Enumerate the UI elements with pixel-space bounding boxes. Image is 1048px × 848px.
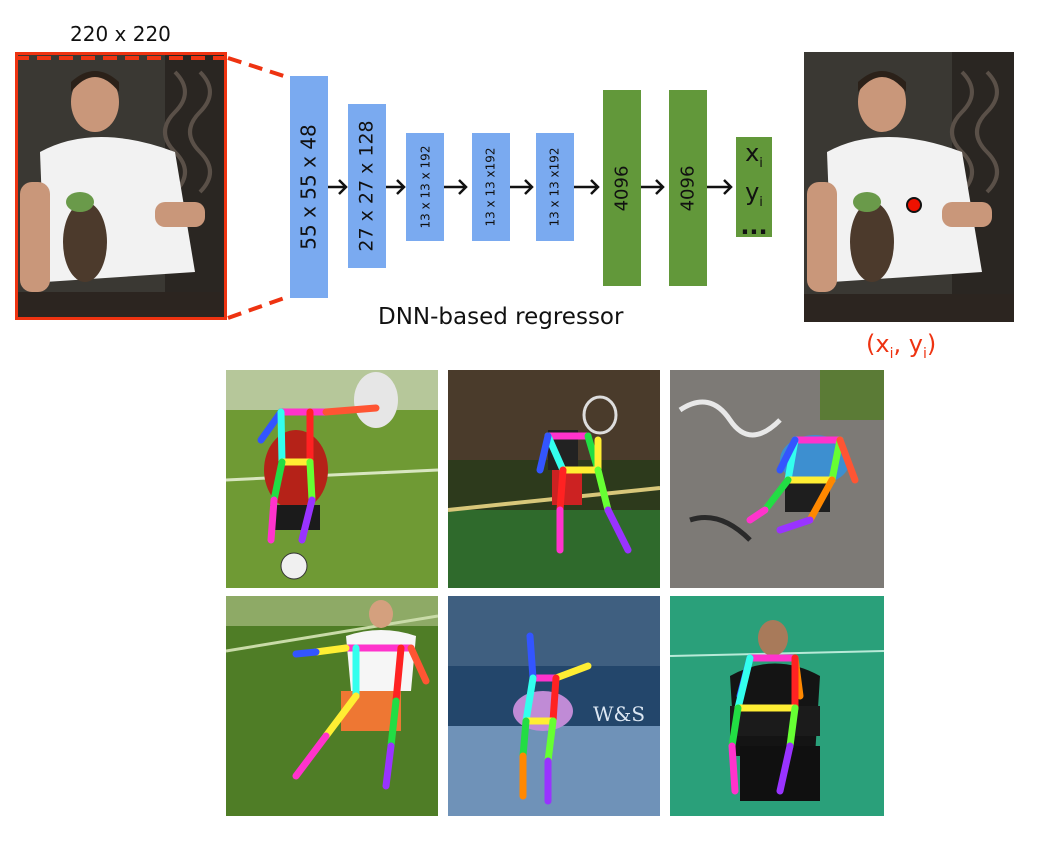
layer-conv1: 55 x 55 x 48	[290, 76, 328, 298]
layer-conv4-label: 13 x 13 x192	[484, 147, 498, 227]
network-caption: DNN-based regressor	[378, 304, 624, 330]
layer-fc2: 4096	[669, 90, 707, 286]
input-crop-frame	[15, 52, 227, 320]
input-photo	[15, 52, 227, 320]
layer-conv5: 13 x 13 x192	[536, 133, 574, 241]
layer-fc1-label: 4096	[611, 165, 633, 211]
example-badminton-court	[448, 370, 660, 588]
layer-arrows	[328, 179, 733, 195]
layer-conv3-label: 13 x 13 x 192	[418, 145, 432, 229]
example-seated-green-court	[670, 596, 884, 816]
layer-output: xi yi ...	[736, 137, 772, 240]
layer-conv5-label: 13 x 13 x192	[548, 147, 562, 227]
svg-text:W&S: W&S	[593, 702, 645, 726]
output-y: yi	[745, 177, 763, 210]
layer-conv1-label: 55 x 55 x 48	[297, 124, 322, 250]
example-soccer-grass	[226, 370, 438, 588]
predicted-joint-marker	[906, 197, 922, 213]
output-ellipsis: ...	[740, 211, 768, 240]
layer-conv3: 13 x 13 x 192	[406, 133, 444, 241]
layer-conv2-label: 27 x 27 x 128	[356, 120, 379, 252]
layer-fc1: 4096	[603, 90, 641, 286]
output-photo	[804, 52, 1014, 322]
output-x: xi	[745, 139, 763, 171]
output-coordinate-label: (xi, yi)	[866, 330, 937, 362]
example-tennis-court: W&S	[448, 596, 660, 816]
example-soccer-field	[226, 596, 438, 816]
example-graffiti-wall	[670, 370, 884, 588]
input-size-label: 220 x 220	[70, 22, 171, 46]
layer-fc2-label: 4096	[677, 165, 699, 211]
layer-conv2: 27 x 27 x 128	[348, 104, 386, 268]
layer-conv4: 13 x 13 x192	[472, 133, 510, 241]
